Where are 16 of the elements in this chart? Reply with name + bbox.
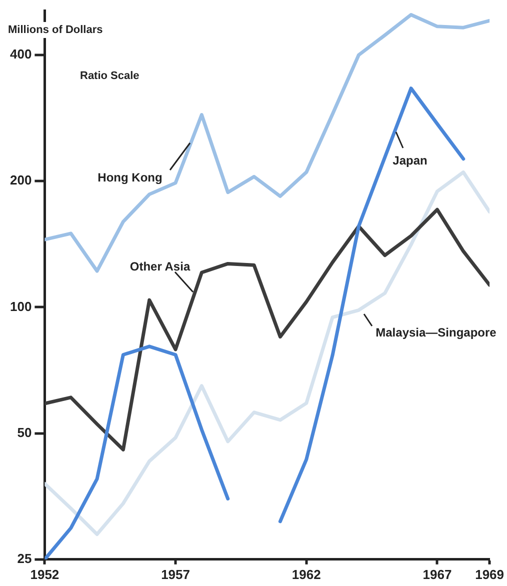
series-label: Other Asia <box>130 259 190 274</box>
series-label: Hong Kong <box>98 170 162 184</box>
y-tick-label: 200 <box>10 172 32 188</box>
y-tick-label: 50 <box>17 424 32 440</box>
x-tick-label: 1952 <box>30 566 60 582</box>
x-tick-label: 1967 <box>422 566 452 582</box>
x-tick-label: 1957 <box>161 566 190 582</box>
annotation: Ratio Scale <box>80 70 140 82</box>
y-tick-label: 400 <box>10 46 32 62</box>
series-label: Japan <box>392 153 428 168</box>
x-tick-label: 1969 <box>475 566 504 582</box>
y-tick-label: 100 <box>10 298 32 314</box>
x-tick-label: 1962 <box>292 566 321 582</box>
series-label: Malaysia—Singapore <box>376 325 497 340</box>
y-tick-label: 25 <box>17 550 32 566</box>
y-axis-title: Millions of Dollars <box>8 24 103 36</box>
